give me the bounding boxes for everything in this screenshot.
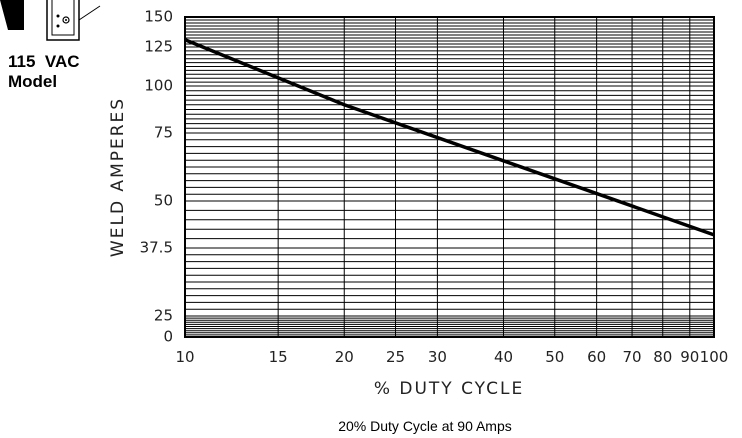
outlet-plug-icon [0,0,112,48]
y-tick-labels: 0 25 37.5 50 75 100 125 150 [140,8,173,346]
y-tick-label: 25 [154,307,173,325]
x-tick-label: 30 [428,348,447,366]
plot-frame [184,16,715,338]
x-axis-title: % DUTY CYCLE [374,379,524,399]
x-tick-label: 90 [680,348,699,366]
x-tick-label: 15 [269,348,288,366]
x-tick-labels: 10 15 20 25 30 40 50 60 70 80 90 100 [175,348,728,366]
y-axis-title: WELD AMPERES [108,97,128,257]
x-tick-label: 40 [494,348,513,366]
x-tick-label: 100 [700,348,729,366]
series-layer [184,38,715,237]
x-tick-label: 70 [623,348,642,366]
y-tick-label: 150 [144,8,173,26]
x-tick-label: 20 [335,348,354,366]
x-tick-label: 80 [653,348,672,366]
x-tick-label: 10 [175,348,194,366]
y-tick-label: 125 [144,38,173,56]
model-label: 115 VAC Model [8,52,80,92]
series-line [184,38,715,237]
x-tick-label: 25 [386,348,405,366]
chart-grid [184,16,715,338]
y-tick-label: 37.5 [140,239,173,257]
model-voltage: 115 VAC [8,52,80,71]
x-tick-label: 60 [587,348,606,366]
y-tick-label: 75 [154,124,173,142]
y-tick-label: 100 [144,77,173,95]
chart-caption: 20% Duty Cycle at 90 Amps [338,418,512,434]
y-tick-label: 0 [163,328,173,346]
x-tick-label: 50 [545,348,564,366]
y-tick-label: 50 [154,192,173,210]
model-word: Model [8,72,58,91]
